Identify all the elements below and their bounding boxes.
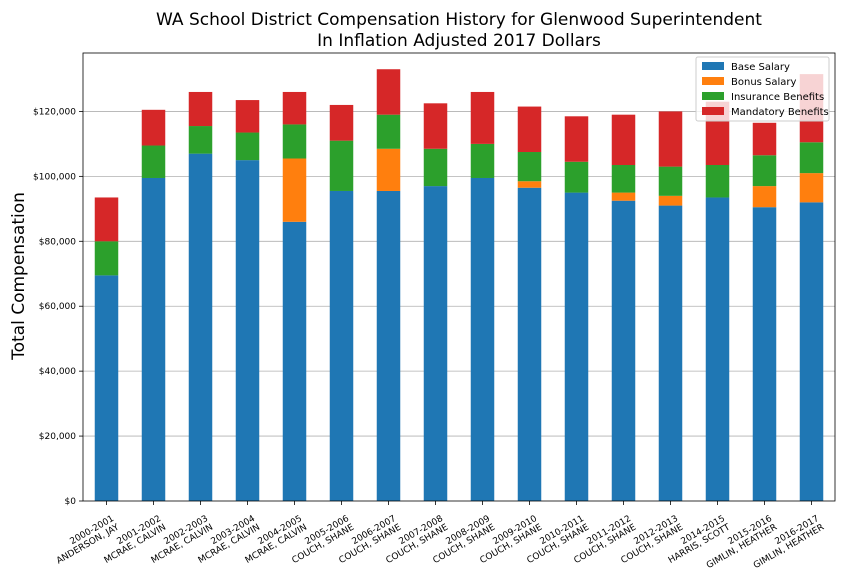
legend-label: Mandatory Benefits [731,107,829,118]
legend-swatch [702,62,724,70]
bar-mandatory-benefits [376,69,401,115]
bar-insurance-benefits [752,155,777,187]
legend-swatch [702,107,724,115]
bar-insurance-benefits [423,148,448,187]
bar-base-salary [94,275,119,501]
bar-mandatory-benefits [564,116,589,162]
bar-insurance-benefits [658,166,683,196]
bar-insurance-benefits [188,126,213,154]
bar-base-salary [470,177,495,501]
bar-base-salary [188,153,213,501]
plot-frame [82,52,836,502]
legend-label: Insurance Benefits [731,92,824,103]
bar-base-salary [705,197,730,501]
bar-base-salary [564,192,589,501]
y-tick-label: $100,000 [33,172,76,182]
bar-insurance-benefits [329,140,354,191]
y-tick-label: $80,000 [39,237,76,247]
bar-mandatory-benefits [752,122,777,156]
bar-insurance-benefits [705,165,730,198]
y-tick-label: $20,000 [39,432,76,442]
bar-base-salary [611,200,636,501]
bar-mandatory-benefits [329,104,354,141]
bar-base-salary [517,187,542,501]
chart-title: WA School District Compensation History … [156,10,762,30]
bar-bonus-salary [799,173,824,203]
bar-mandatory-benefits [188,91,213,127]
bar-bonus-salary [611,192,636,201]
bar-insurance-benefits [470,143,495,178]
y-tick-label: $40,000 [39,367,76,377]
bar-bonus-salary [517,181,542,188]
bar-mandatory-benefits [470,91,495,144]
bar-mandatory-benefits [611,114,636,165]
bar-base-salary [799,202,824,502]
bars [94,69,824,502]
bar-bonus-salary [658,195,683,206]
bar-insurance-benefits [376,114,401,149]
y-tick-label: $0 [65,497,77,507]
bar-mandatory-benefits [517,106,542,153]
bar-bonus-salary [752,186,777,208]
legend: Base Salary Bonus Salary Insurance Benefit… [695,56,830,122]
legend-label: Base Salary [731,62,790,73]
bar-insurance-benefits [799,142,824,174]
bar-base-salary [752,207,777,502]
bar-mandatory-benefits [235,100,260,133]
bar-base-salary [141,177,166,501]
legend-box [695,56,830,122]
y-tick-label: $60,000 [39,302,76,312]
bar-base-salary [235,160,260,501]
bar-bonus-salary [376,148,401,191]
bar-mandatory-benefits [282,91,307,125]
bar-insurance-benefits [611,165,636,193]
legend-label: Bonus Salary [731,77,797,88]
bar-base-salary [282,221,307,502]
bar-mandatory-benefits [658,111,683,167]
bar-insurance-benefits [235,132,260,161]
bar-base-salary [658,205,683,501]
legend-swatch [702,92,724,100]
bar-base-salary [423,186,448,502]
bar-base-salary [376,190,401,501]
bar-mandatory-benefits [141,109,166,146]
bar-base-salary [329,190,354,501]
y-axis-label: Total Compensation [9,192,29,361]
y-tick-label: $120,000 [33,107,76,117]
legend-swatch [702,77,724,85]
bar-insurance-benefits [517,152,542,182]
y-axis-ticks: $0 $20,000 $40,000 $60,000 $80,000 $100,000 $1… [33,107,83,507]
chart-subtitle: In Inflation Adjusted 2017 Dollars [317,31,601,51]
bar-insurance-benefits [564,161,589,193]
bar-mandatory-benefits [94,197,119,242]
bar-insurance-benefits [141,145,166,178]
bar-bonus-salary [282,158,307,222]
bar-insurance-benefits [94,241,119,276]
bar-mandatory-benefits [423,103,448,149]
bar-insurance-benefits [282,124,307,159]
